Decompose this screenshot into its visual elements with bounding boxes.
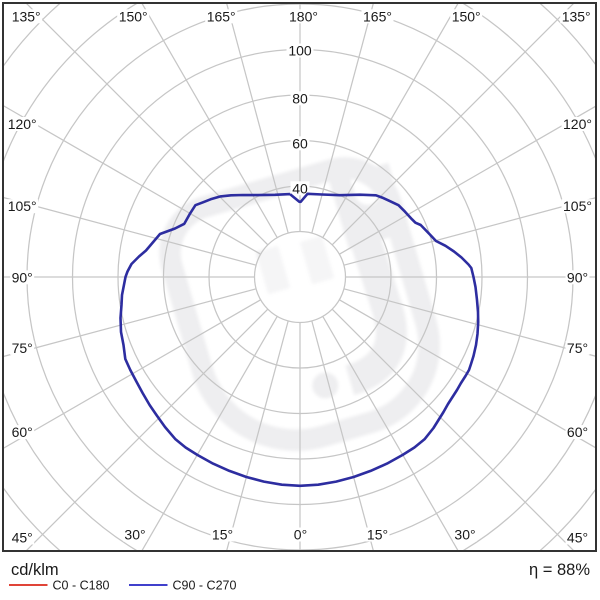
svg-text:165°: 165°	[207, 8, 236, 24]
svg-text:150°: 150°	[452, 8, 481, 24]
svg-text:15°: 15°	[212, 527, 233, 543]
svg-text:60: 60	[292, 135, 308, 151]
svg-text:105°: 105°	[563, 198, 592, 214]
svg-text:60°: 60°	[567, 424, 588, 440]
svg-text:30°: 30°	[454, 527, 475, 543]
svg-text:C90 - C270: C90 - C270	[173, 579, 237, 593]
svg-text:80: 80	[292, 90, 308, 106]
svg-text:100: 100	[288, 43, 312, 59]
svg-text:180°: 180°	[289, 8, 318, 24]
svg-text:15°: 15°	[367, 527, 388, 543]
svg-text:120°: 120°	[8, 116, 37, 132]
svg-text:75°: 75°	[12, 340, 33, 356]
svg-text:45°: 45°	[567, 530, 588, 546]
svg-text:120°: 120°	[563, 116, 592, 132]
svg-text:75°: 75°	[567, 340, 588, 356]
svg-text:η = 88%: η = 88%	[529, 561, 590, 579]
svg-text:30°: 30°	[124, 527, 145, 543]
svg-text:60°: 60°	[12, 424, 33, 440]
svg-text:cd/klm: cd/klm	[11, 561, 59, 579]
svg-text:90°: 90°	[12, 269, 33, 285]
svg-text:C0 - C180: C0 - C180	[53, 579, 110, 593]
svg-text:90°: 90°	[567, 269, 588, 285]
svg-text:135°: 135°	[12, 8, 41, 24]
svg-text:45°: 45°	[12, 530, 33, 546]
svg-text:135°: 135°	[562, 8, 591, 24]
svg-text:0°: 0°	[294, 527, 307, 543]
svg-text:105°: 105°	[8, 198, 37, 214]
svg-text:150°: 150°	[119, 8, 148, 24]
svg-text:165°: 165°	[363, 8, 392, 24]
svg-text:40: 40	[292, 180, 308, 196]
